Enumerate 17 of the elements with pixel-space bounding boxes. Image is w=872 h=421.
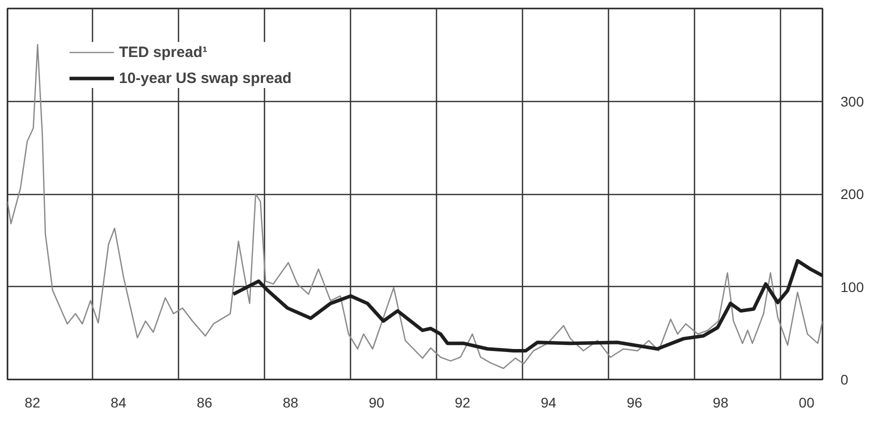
x-tick-label: 92 bbox=[454, 394, 471, 410]
line-series bbox=[8, 44, 822, 370]
legend-label: TED spread¹ bbox=[119, 44, 208, 60]
x-tick-label: 88 bbox=[282, 394, 298, 410]
x-tick-label: 86 bbox=[196, 394, 212, 410]
x-tick-label: 82 bbox=[24, 394, 40, 410]
x-tick-label: 96 bbox=[626, 394, 643, 410]
y-tick-label: 0 bbox=[840, 372, 848, 388]
y-tick-label: 100 bbox=[840, 278, 864, 295]
x-tick-label: 94 bbox=[540, 394, 557, 410]
legend-label: 10-year US swap spread bbox=[119, 70, 292, 86]
x-tick-label: 00 bbox=[798, 394, 815, 410]
x-tick-label: 98 bbox=[712, 394, 729, 410]
y-tick-label: 200 bbox=[840, 186, 864, 202]
y-tick-label: 300 bbox=[840, 93, 864, 110]
x-tick-label: 84 bbox=[110, 394, 126, 410]
x-tick-label: 90 bbox=[368, 394, 385, 410]
